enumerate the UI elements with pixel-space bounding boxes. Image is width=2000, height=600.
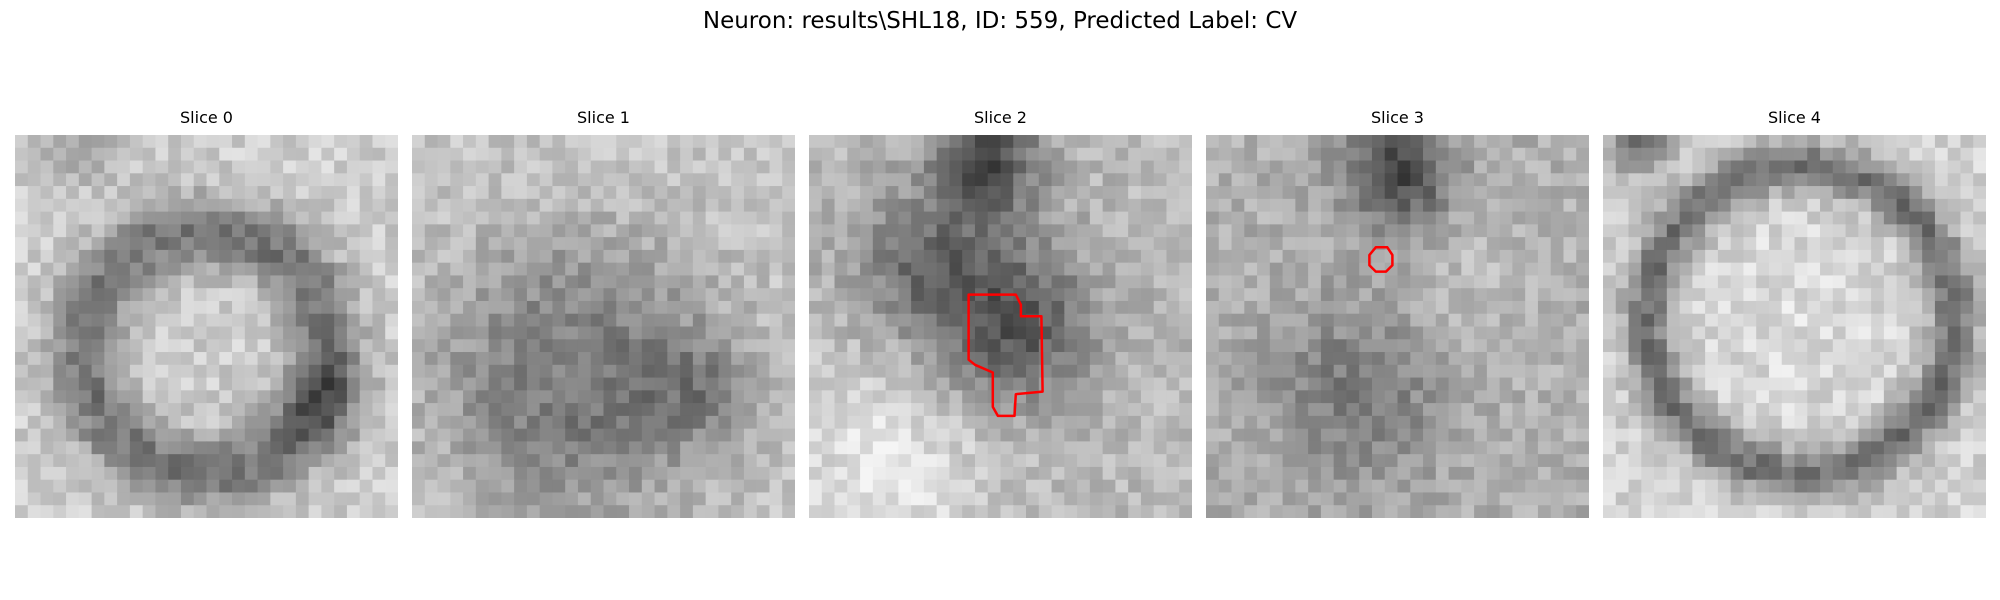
slice-image-4 <box>1603 135 1986 518</box>
slice-image-1 <box>412 135 795 518</box>
slice-image-2 <box>809 135 1192 518</box>
slice-image-svg-2 <box>809 135 1192 518</box>
slice-title-2: Slice 2 <box>974 108 1027 127</box>
slice-title-3: Slice 3 <box>1371 108 1424 127</box>
slice-image-svg-4 <box>1603 135 1986 518</box>
figure-title: Neuron: results\SHL18, ID: 559, Predicte… <box>702 8 1298 34</box>
slice-title-0: Slice 0 <box>180 108 233 127</box>
segmentation-contour-3 <box>1368 246 1394 273</box>
segmentation-contour-2 <box>967 293 1044 418</box>
slice-image-svg-0 <box>15 135 398 518</box>
slice-title-1: Slice 1 <box>577 108 630 127</box>
slice-image-0 <box>15 135 398 518</box>
slice-image-svg-3 <box>1206 135 1589 518</box>
slice-image-3 <box>1206 135 1589 518</box>
slice-image-svg-1 <box>412 135 795 518</box>
slice-title-4: Slice 4 <box>1768 108 1821 127</box>
